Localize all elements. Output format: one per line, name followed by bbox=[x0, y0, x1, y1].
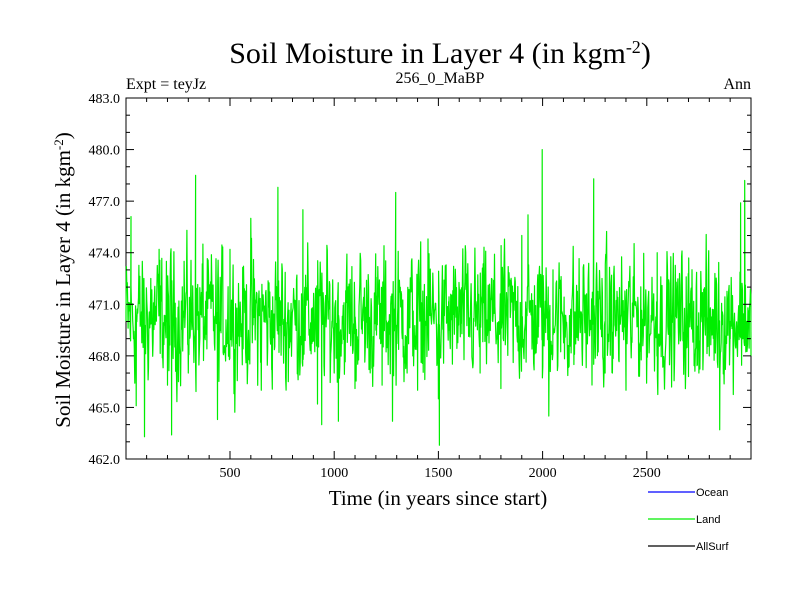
x-tick-label: 1000 bbox=[320, 466, 348, 481]
season-label: Ann bbox=[723, 76, 751, 93]
chart-title-suffix: ) bbox=[641, 37, 651, 70]
x-tick-label: 500 bbox=[219, 466, 240, 481]
y-axis: 462.0 465.0 468.0 471.0 474.0 477.0 480.0 483.0 bbox=[89, 92, 751, 468]
y-tick-label: 474.0 bbox=[89, 247, 121, 262]
land-series-line bbox=[125, 149, 752, 446]
y-tick-label: 465.0 bbox=[89, 401, 121, 416]
y-tick-label: 462.0 bbox=[89, 453, 121, 468]
y-tick-label: 471.0 bbox=[89, 298, 121, 313]
x-tick-label: 1500 bbox=[424, 466, 452, 481]
y-axis-label-main: Soil Moisture in Layer 4 (in kgm bbox=[51, 150, 75, 428]
x-axis: 500 1000 1500 2000 2500 bbox=[146, 98, 731, 481]
x-axis-label: Time (in years since start) bbox=[329, 486, 548, 510]
y-tick-label: 468.0 bbox=[89, 350, 121, 365]
chart-title-superscript: -2 bbox=[626, 37, 641, 57]
y-tick-label: 483.0 bbox=[89, 92, 121, 107]
legend-allsurf-label: AllSurf bbox=[696, 541, 729, 553]
x-tick-label: 2000 bbox=[529, 466, 557, 481]
y-axis-label: Soil Moisture in Layer 4 (in kgm-2) bbox=[51, 132, 76, 427]
experiment-label: Expt = teyJz bbox=[126, 76, 206, 93]
x-tick-label: 2500 bbox=[633, 466, 661, 481]
legend: Ocean Land AllSurf bbox=[648, 487, 729, 553]
y-tick-label: 480.0 bbox=[89, 144, 121, 159]
y-tick-label: 477.0 bbox=[89, 195, 121, 210]
run-label: 256_0_MaBP bbox=[396, 70, 485, 87]
chart-title-main: Soil Moisture in Layer 4 (in kgm bbox=[229, 37, 626, 70]
legend-ocean-label: Ocean bbox=[696, 487, 728, 499]
y-axis-label-superscript: -2 bbox=[51, 139, 66, 150]
chart-title: Soil Moisture in Layer 4 (in kgm-2) bbox=[229, 37, 651, 70]
y-axis-label-suffix: ) bbox=[51, 132, 75, 139]
legend-land-label: Land bbox=[696, 514, 720, 526]
